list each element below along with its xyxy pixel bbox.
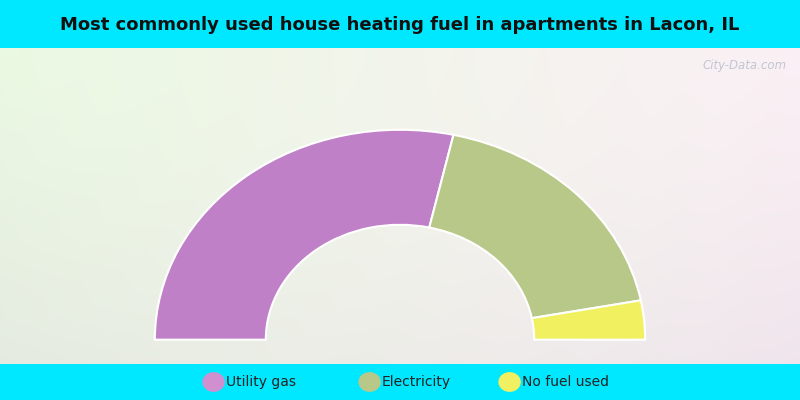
Text: Electricity: Electricity [382, 375, 450, 389]
Wedge shape [430, 135, 641, 318]
Wedge shape [155, 130, 454, 340]
Ellipse shape [202, 372, 225, 392]
Ellipse shape [358, 372, 381, 392]
Wedge shape [532, 300, 645, 340]
Text: Most commonly used house heating fuel in apartments in Lacon, IL: Most commonly used house heating fuel in… [60, 16, 740, 34]
Text: No fuel used: No fuel used [522, 375, 609, 389]
Text: Utility gas: Utility gas [226, 375, 295, 389]
Ellipse shape [498, 372, 521, 392]
Text: City-Data.com: City-Data.com [703, 59, 787, 72]
